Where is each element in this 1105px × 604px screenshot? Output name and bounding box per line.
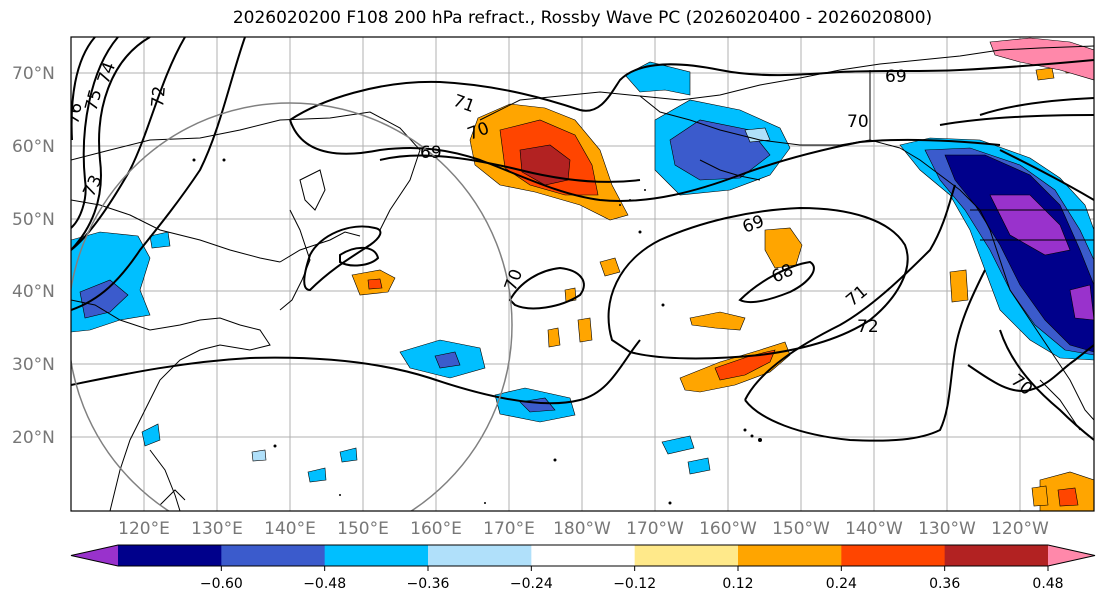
lon-label: 140°W	[845, 519, 903, 539]
map-title: 2026020200 F108 200 hPa refract., Rossby…	[232, 8, 933, 28]
shaded-anomalies	[71, 37, 1094, 511]
colorbar-tick-label: 0.36	[929, 576, 960, 592]
colorbar-segment	[118, 545, 222, 566]
contour-lines	[71, 37, 1094, 442]
lat-label: 50°N	[12, 210, 55, 230]
contour-label: 76	[63, 101, 86, 126]
lon-label: 150°W	[772, 519, 830, 539]
colorbar-tick-label: 0.24	[826, 576, 857, 592]
latitude-labels: 70°N 60°N 50°N 40°N 30°N 20°N	[12, 64, 55, 448]
lat-label: 60°N	[12, 137, 55, 157]
lon-label: 150°E	[337, 519, 389, 539]
colorbar-segment	[324, 545, 429, 566]
colorbar-extend-high	[1048, 545, 1095, 566]
lon-label: 170°E	[483, 519, 535, 539]
contour-label: 69	[420, 143, 442, 163]
colorbar-extend-low	[71, 545, 118, 566]
colorbar-tick-label: 0.48	[1032, 576, 1063, 592]
colorbar: −0.60 −0.48 −0.36 −0.24 −0.12 0.12 0.24 0.36 0.4…	[70, 544, 1096, 592]
colorbar-segment	[738, 545, 842, 566]
lat-label: 40°N	[12, 282, 55, 302]
colorbar-segment	[221, 545, 326, 566]
reference-circle	[71, 102, 513, 511]
lon-label: 180°W	[553, 519, 611, 539]
colorbar-segment	[841, 545, 946, 566]
contour-label: 70	[847, 112, 869, 132]
lon-label: 160°W	[699, 519, 757, 539]
lon-label: 130°E	[191, 519, 243, 539]
colorbar-segment	[944, 545, 1049, 566]
lat-label: 70°N	[12, 64, 55, 84]
lon-label: 120°E	[118, 519, 170, 539]
lat-label: 20°N	[12, 428, 55, 448]
contour-label: 72	[857, 317, 879, 337]
contour-label: 69	[885, 67, 907, 87]
lon-label: 120°W	[991, 519, 1049, 539]
lon-label: 160°E	[410, 519, 462, 539]
colorbar-tick-label: −0.24	[510, 576, 553, 592]
islands	[192, 158, 762, 505]
longitude-labels: 120°E 130°E 140°E 150°E 160°E 170°E 180°…	[118, 519, 1049, 539]
colorbar-tick-label: −0.12	[613, 576, 656, 592]
lon-label: 170°W	[626, 519, 684, 539]
map-frame	[70, 36, 1095, 512]
colorbar-segment	[531, 545, 636, 566]
colorbar-tick-label: 0.12	[722, 576, 753, 592]
contour-label: 72	[148, 85, 170, 108]
lat-label: 30°N	[12, 355, 55, 375]
colorbar-tick-label: −0.60	[200, 576, 243, 592]
colorbar-tick-label: −0.36	[407, 576, 450, 592]
colorbar-outline	[70, 544, 1096, 567]
colorbar-segment	[634, 545, 739, 566]
lon-label: 130°W	[918, 519, 976, 539]
colorbar-tick-label: −0.48	[303, 576, 346, 592]
lon-label: 140°E	[264, 519, 316, 539]
colorbar-segment	[428, 545, 532, 566]
